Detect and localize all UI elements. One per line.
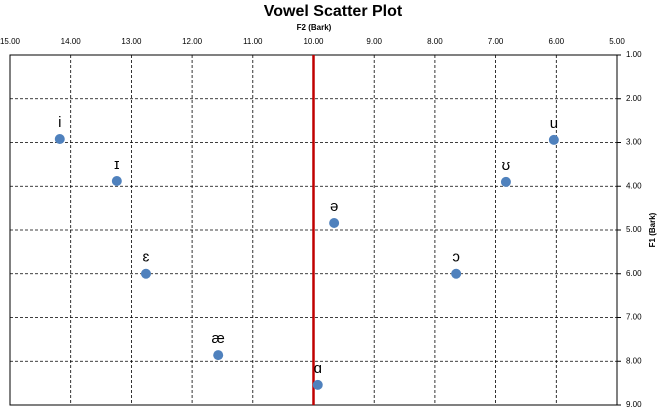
x-tick-label: 13.00 xyxy=(121,37,142,46)
y-tick-label: 2.00 xyxy=(626,94,642,103)
y-tick-label: 1.00 xyxy=(626,50,642,59)
point-label: ɛ xyxy=(143,249,150,266)
x-axis-title: F2 (Bark) xyxy=(297,23,332,32)
x-tick-label: 7.00 xyxy=(488,37,504,46)
point xyxy=(111,176,122,186)
point-label: ɪ xyxy=(114,156,119,173)
point xyxy=(140,268,151,279)
y-tick-label: 8.00 xyxy=(626,356,642,365)
point xyxy=(312,379,323,390)
point xyxy=(54,134,65,144)
point-label: ɔ xyxy=(452,249,460,266)
y-tick-label: 5.00 xyxy=(626,225,642,234)
x-tick-label: 15.00 xyxy=(0,37,21,46)
chart-title: Vowel Scatter Plot xyxy=(264,3,403,20)
x-tick-label: 8.00 xyxy=(427,37,443,46)
x-tick-label: 6.00 xyxy=(549,37,565,46)
point-label: u xyxy=(550,115,558,132)
y-axis-title: F1 (Bark) xyxy=(648,212,657,247)
point xyxy=(329,218,340,228)
point-label: æ xyxy=(212,330,225,347)
point xyxy=(213,350,224,361)
y-tick-label: 7.00 xyxy=(626,313,642,322)
x-tick-label: 5.00 xyxy=(609,37,625,46)
point-label: i xyxy=(58,114,61,131)
point-label: ʊ xyxy=(502,157,511,174)
y-tick-label: 3.00 xyxy=(626,138,642,147)
point-label: ə xyxy=(330,198,338,215)
y-tick-label: 6.00 xyxy=(626,269,642,278)
point-label: ɑ xyxy=(314,360,322,377)
y-tick-label: 9.00 xyxy=(626,400,642,409)
point xyxy=(451,268,462,279)
x-tick-label: 10.00 xyxy=(303,37,324,46)
x-tick-label: 14.00 xyxy=(61,37,82,46)
x-tick-label: 9.00 xyxy=(366,37,382,46)
point xyxy=(500,176,511,187)
x-tick-label: 12.00 xyxy=(182,37,203,46)
x-tick-label: 11.00 xyxy=(243,37,263,46)
point xyxy=(548,134,559,145)
y-tick-label: 4.00 xyxy=(626,181,642,190)
